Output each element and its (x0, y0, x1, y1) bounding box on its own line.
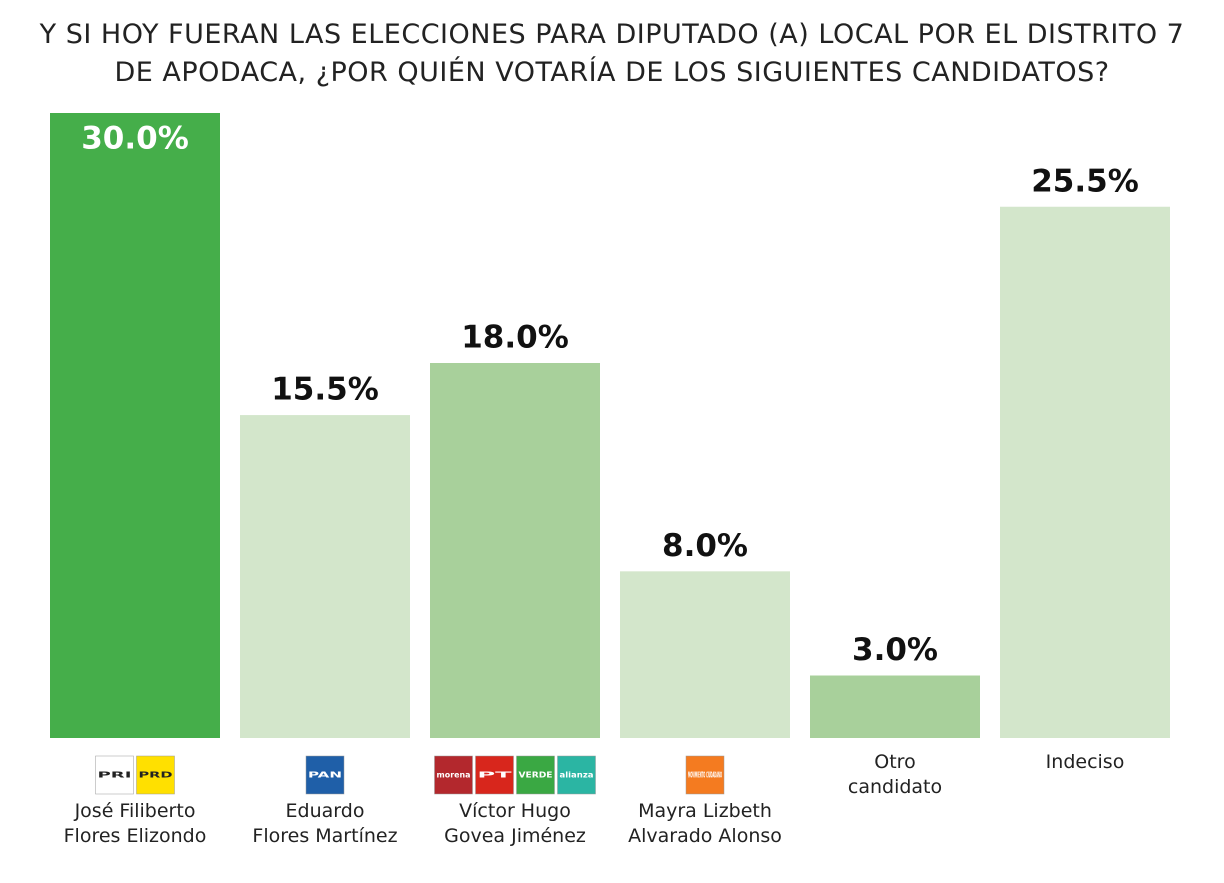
party-logo (475, 755, 514, 795)
party-logo-text: PRI (98, 771, 132, 780)
party-logo (434, 755, 473, 795)
party-logo (136, 755, 175, 795)
bar (240, 415, 410, 738)
party-logo (516, 755, 555, 795)
value-label: 18.0% (461, 320, 569, 356)
party-logo (557, 755, 596, 795)
x-tick-label: Indeciso (1045, 751, 1125, 773)
bar (620, 571, 790, 738)
party-logo-text: PAN (308, 771, 342, 780)
x-tick-label: Mayra Lizbeth Alvarado Alonso (628, 800, 782, 847)
value-label: 3.0% (852, 632, 938, 668)
bar (50, 113, 220, 738)
value-label: 8.0% (662, 528, 748, 564)
x-tick-label: Otro candidato (847, 751, 943, 798)
x-tick-label: Eduardo Flores Martínez (252, 800, 398, 847)
value-label: 15.5% (271, 372, 379, 408)
value-label: 30.0% (81, 121, 189, 157)
party-logo (685, 755, 725, 795)
x-tick-label: Víctor Hugo Govea Jiménez (444, 800, 586, 847)
bar (1000, 206, 1170, 738)
party-logo (95, 755, 134, 795)
chart-title: Y SI HOY FUERAN LAS ELECCIONES PARA DIPU… (39, 19, 1185, 88)
party-logo-text: alianza (560, 771, 594, 780)
party-logo-text: PT (478, 771, 514, 780)
bar (430, 363, 600, 738)
party-logo-text: MOVIMIENTO CIUDADANO (688, 771, 722, 780)
bar (810, 675, 980, 738)
x-tick-label: José Filiberto Flores Elizondo (63, 800, 207, 847)
party-logo-text: PRD (139, 771, 174, 780)
value-label: 25.5% (1031, 163, 1139, 199)
party-logo-text: morena (437, 771, 471, 780)
party-logo (305, 755, 345, 795)
party-logo-text: VERDE (519, 771, 553, 780)
